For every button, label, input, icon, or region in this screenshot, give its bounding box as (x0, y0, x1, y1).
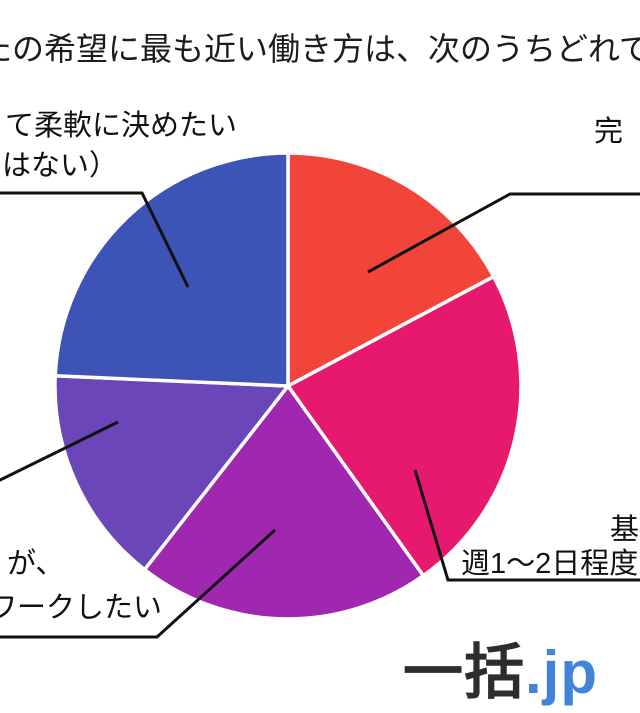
site-logo-kanji: 一括 (403, 639, 525, 706)
site-logo: 一括.jp (403, 624, 598, 711)
label-right-line1: 基 (610, 514, 640, 546)
pie-slice-top-left (53, 151, 290, 388)
leader-line-top-left-slice (0, 191, 190, 288)
label-top-left-line2: はない） (2, 150, 119, 182)
pie-slice-right (286, 274, 523, 578)
leader-line-left-slice (0, 420, 119, 482)
leader-line-bottom-slice (0, 528, 277, 639)
label-bottom-left-line2: ワークしたい (0, 592, 163, 624)
pie-slice-group (53, 151, 523, 621)
pie-slice-bottom (142, 384, 426, 621)
leader-line-right-slice (413, 469, 640, 582)
label-bottom-left-line1: が、 (7, 548, 65, 580)
leader-lines (0, 191, 640, 639)
leader-line-top-right-slice (367, 192, 640, 274)
pie-slice-top-right (286, 151, 496, 388)
label-top-right: 完 (594, 116, 624, 148)
label-right-line2: 週1～2日程度 (461, 548, 639, 580)
site-logo-jp: .jp (525, 639, 598, 706)
chart-title: たの希望に最も近い働き方は、次のうちどれで (0, 31, 640, 67)
label-top-left-line1: て柔軟に決めたい (5, 110, 238, 142)
